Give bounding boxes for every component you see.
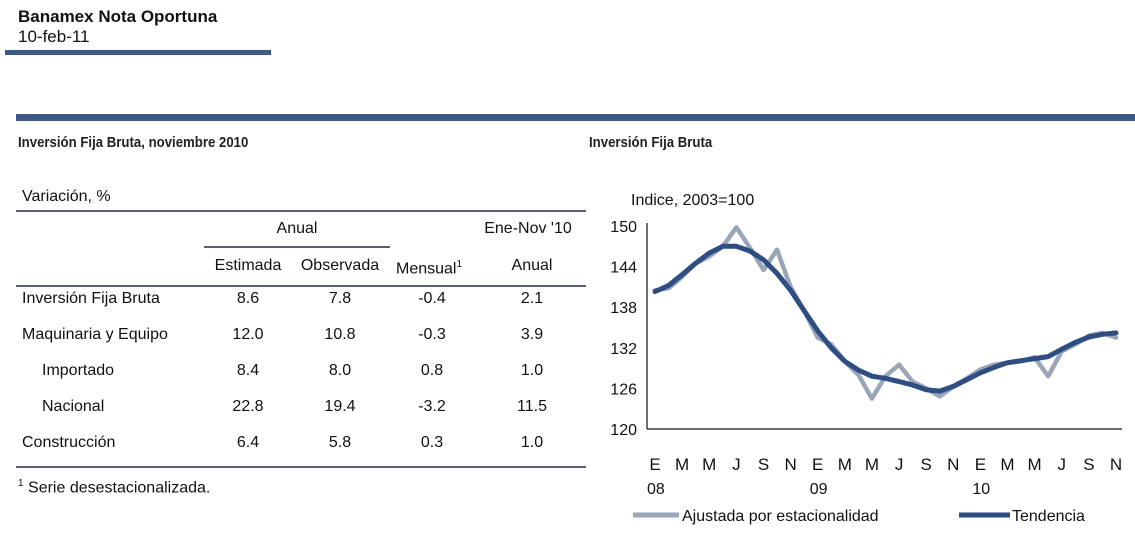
table-cell: -0.4 (418, 290, 446, 307)
x-tick-label: M (838, 455, 852, 474)
table-footnote: 1 Serie desestacionalizada. (18, 478, 210, 497)
x-tick-label: E (812, 455, 823, 474)
row-label: Inversión Fija Bruta (22, 290, 160, 307)
col-header-mensual-footnote-mark: 1 (456, 259, 463, 270)
series-group (652, 225, 1119, 401)
table-cell: 1.0 (520, 434, 544, 451)
report-title: Banamex Nota Oportuna (18, 7, 218, 26)
row-label: Construcción (22, 434, 116, 451)
col-header-mensual-label: Mensual (396, 260, 457, 278)
x-tick-label: J (732, 455, 741, 474)
legend: Ajustada por estacionalidad Tendencia (633, 508, 1085, 525)
col-header-anual: Anual (511, 257, 553, 274)
x-tick-label: M (1000, 455, 1014, 474)
series-line-ajustada (652, 225, 1119, 401)
table-cell: 2.1 (520, 290, 544, 307)
header-group-anual: Anual (276, 220, 318, 237)
y-tick-label: 150 (610, 219, 637, 236)
legend-label-tendencia: Tendencia (1012, 508, 1085, 525)
footnote-text: Serie desestacionalizada. (28, 479, 211, 497)
table-cell: 8.0 (328, 362, 352, 379)
table-unit-label: Variación, % (22, 188, 111, 205)
table-cell: 0.8 (420, 362, 444, 379)
header-group-rule (204, 246, 390, 248)
y-tick-label: 126 (610, 381, 637, 398)
row-label: Maquinaria y Equipo (22, 326, 168, 343)
table-cell: 19.4 (324, 398, 356, 415)
table-cell: 1.0 (520, 362, 544, 379)
chart-title: Inversión Fija Bruta (589, 134, 713, 151)
legend-label-ajustada: Ajustada por estacionalidad (682, 508, 879, 525)
table-header-rule (16, 285, 586, 287)
col-header-estimada: Estimada (214, 257, 282, 274)
table-title: Inversión Fija Bruta, noviembre 2010 (18, 134, 249, 151)
col-header-mensual: Mensual1 (396, 259, 462, 278)
table-top-rule (16, 210, 586, 212)
x-tick-label: J (1058, 455, 1067, 474)
report-date: 10-feb-11 (18, 27, 90, 46)
table-cell: 5.8 (328, 434, 352, 451)
x-tick-label: M (702, 455, 716, 474)
y-tick-label: 144 (610, 260, 637, 277)
row-label: Nacional (42, 398, 105, 415)
table-cell: 10.8 (324, 326, 356, 343)
table-cell: 12.0 (232, 326, 264, 343)
table-bottom-rule (16, 466, 586, 468)
x-tick-label: S (758, 455, 769, 474)
y-tick-labels: 150 144 138 132 126 120 (610, 219, 637, 439)
x-tick-label: J (895, 455, 904, 474)
x-tick-label: M (675, 455, 689, 474)
header-rule (5, 50, 271, 55)
table-cell: -0.3 (418, 326, 446, 343)
x-tick-label: S (921, 455, 932, 474)
y-tick-label: 132 (610, 341, 637, 358)
table-cell: 8.4 (236, 362, 260, 379)
table-cell: 8.6 (236, 290, 260, 307)
table-cell: -3.2 (418, 398, 446, 415)
x-tick-label: E (975, 455, 986, 474)
table-cell: 6.4 (236, 434, 260, 451)
x-tick-label: E (649, 455, 660, 474)
y-axis-label: Indice, 2003=100 (631, 192, 754, 209)
table-cell: 7.8 (328, 290, 352, 307)
col-header-observada: Observada (300, 257, 380, 274)
footnote-mark: 1 (18, 478, 24, 489)
x-tick-labels: E M M J S N E M M J S N E M M J S N08 09 10 (647, 455, 1122, 498)
x-tick-label: N (947, 455, 959, 474)
x-tick-label: N (1110, 455, 1122, 474)
y-tick-label: 138 (610, 300, 637, 317)
header-group-ene-nov: Ene-Nov '10 (484, 220, 572, 237)
x-tick-label: M (865, 455, 879, 474)
section-band (16, 114, 1135, 121)
x-tick-label: M (1028, 455, 1042, 474)
series-line-tendencia (652, 243, 1119, 394)
table-cell: 11.5 (517, 398, 547, 415)
x-tick-label: S (1083, 455, 1094, 474)
row-label: Importado (42, 362, 115, 379)
table-cell: 3.9 (520, 326, 544, 343)
x-year-label: 10 (972, 481, 990, 498)
table-cell: 0.3 (420, 434, 444, 451)
table-cell: 22.8 (232, 398, 264, 415)
y-tick-label: 120 (610, 422, 637, 439)
x-year-label: 09 (810, 481, 828, 498)
x-tick-label: N (784, 455, 796, 474)
x-year-label: 08 (647, 481, 665, 498)
